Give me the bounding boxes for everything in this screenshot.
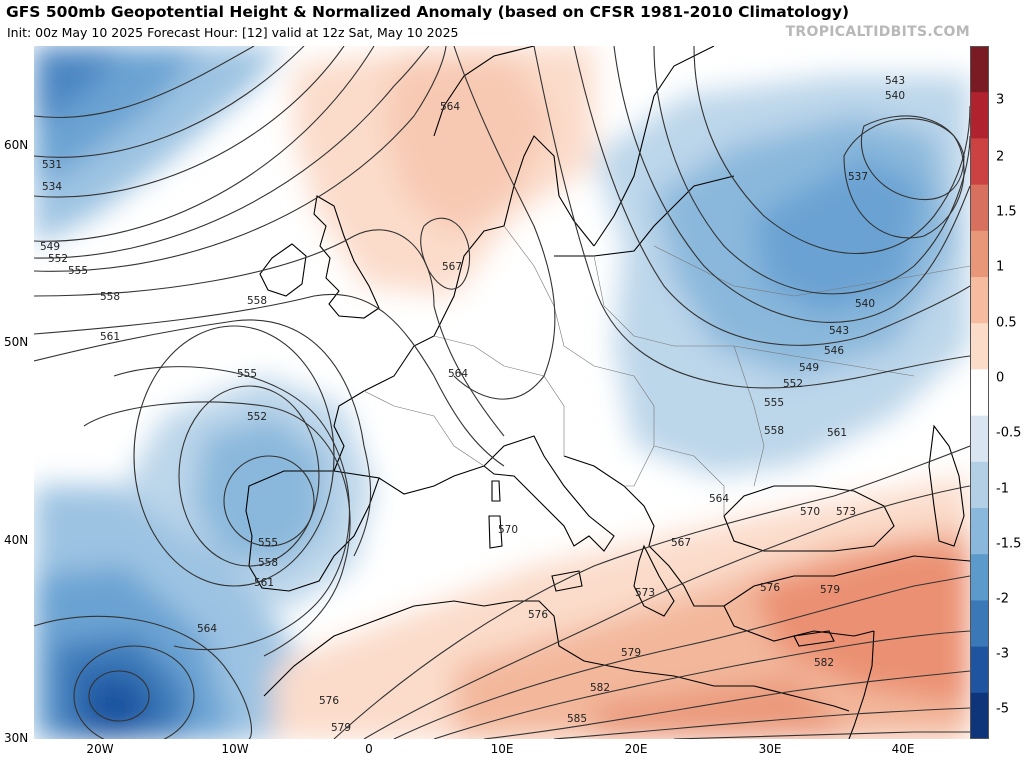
contour-label: 552: [247, 411, 267, 423]
colorbar-segment: [970, 508, 989, 555]
contour-label: 543: [885, 75, 905, 87]
contour-label: 561: [254, 577, 274, 589]
contour-labels: 531 534 549 552 555 558 561 558 555 552 …: [40, 75, 905, 734]
contour-label: 576: [528, 609, 548, 621]
contour-label: 555: [764, 397, 784, 409]
contour-label: 567: [671, 537, 691, 549]
lon-label: 20W: [86, 742, 114, 756]
contour-label: 561: [827, 427, 847, 439]
colorbar-label: 3: [996, 92, 1005, 108]
contour-label: 564: [448, 368, 468, 380]
init-forecast-info: Init: 00z May 10 2025 Forecast Hour: [12…: [7, 25, 459, 40]
contour-label: 564: [440, 101, 460, 113]
contour-label: 534: [42, 181, 62, 193]
colorbar-border: [970, 46, 989, 739]
lon-label: 20E: [624, 742, 648, 756]
height-contours: [34, 46, 970, 739]
colorbar-segment: [970, 323, 989, 370]
contour-label: 564: [197, 623, 217, 635]
lon-label: 0: [365, 742, 373, 756]
contour-label: 570: [498, 524, 518, 536]
contour-label: 555: [68, 265, 88, 277]
contour-label: 582: [814, 657, 834, 669]
contour-label: 582: [590, 682, 610, 694]
colorbar-label: 2: [996, 149, 1005, 165]
colorbar-label: -0.5: [996, 425, 1022, 441]
map-panel: 531 534 549 552 555 558 561 558 555 552 …: [34, 46, 970, 739]
anomaly-shading: [34, 46, 970, 739]
contour-label: 567: [442, 261, 462, 273]
colorbar-segment: [970, 277, 989, 324]
colorbar-segment: [970, 92, 989, 139]
map-title: GFS 500mb Geopotential Height & Normaliz…: [6, 3, 850, 21]
contour-label: 579: [621, 647, 641, 659]
contour-label: 564: [709, 493, 729, 505]
contour-label: 555: [258, 537, 278, 549]
contour-label: 540: [885, 90, 905, 102]
contour-label: 570: [800, 506, 820, 518]
contour-label: 546: [824, 345, 844, 357]
lon-label: 30E: [758, 742, 782, 756]
colorbar-segment: [970, 646, 989, 694]
contour-label: 558: [100, 291, 120, 303]
colorbar-label: -1.5: [996, 536, 1022, 552]
contour-label: 558: [258, 557, 278, 569]
colorbar-segment: [970, 138, 989, 186]
political-borders: [363, 225, 970, 516]
contour-label: 537: [848, 171, 868, 183]
colorbar-segment: [970, 46, 989, 93]
lon-label: 40E: [891, 742, 915, 756]
colorbar-segment: [970, 415, 989, 463]
contour-label: 576: [760, 582, 780, 594]
contour-label: 579: [820, 584, 840, 596]
contour-label: 561: [100, 331, 120, 343]
colorbar-label: 0.5: [996, 315, 1017, 331]
colorbar-label: -1: [996, 481, 1009, 497]
colorbar-segment: [970, 461, 989, 509]
contour-label: 549: [799, 362, 819, 374]
contour-label: 552: [783, 378, 803, 390]
brand-watermark: TROPICALTIDBITS.COM: [785, 24, 970, 40]
anomaly-colorbar: [970, 46, 989, 739]
colorbar-label: 1: [996, 259, 1005, 275]
contour-label: 573: [635, 587, 655, 599]
colorbar-segment: [970, 554, 989, 601]
colorbar-segment: [970, 184, 989, 232]
colorbar-label: -3: [996, 646, 1009, 662]
contour-label: 558: [247, 295, 267, 307]
lon-label: 10W: [221, 742, 249, 756]
lat-label: 50N: [4, 335, 29, 349]
contour-label: 579: [331, 722, 351, 734]
colorbar-segment: [970, 600, 989, 648]
contour-label: 552: [48, 253, 68, 265]
colorbar-label: 1.5: [996, 204, 1017, 220]
colorbar-label: -2: [996, 591, 1009, 607]
coastlines: [245, 46, 970, 739]
lat-label: 60N: [4, 138, 29, 152]
anomaly-map: 531 534 549 552 555 558 561 558 555 552 …: [34, 46, 970, 739]
lat-label: 40N: [4, 533, 29, 547]
contour-label: 540: [855, 298, 875, 310]
colorbar-segment: [970, 230, 989, 278]
colorbar-segment: [970, 369, 989, 417]
contour-label: 558: [764, 425, 784, 437]
colorbar-label: 0: [996, 370, 1005, 386]
contour-label: 543: [829, 325, 849, 337]
colorbar-label: -5: [996, 701, 1009, 717]
lat-label: 30N: [4, 731, 29, 745]
contour-label: 573: [836, 506, 856, 518]
contour-label: 585: [567, 713, 587, 725]
contour-label: 576: [319, 695, 339, 707]
contour-label: 555: [237, 368, 257, 380]
contour-label: 549: [40, 241, 60, 253]
lon-label: 10E: [490, 742, 514, 756]
colorbar-segment: [970, 692, 989, 739]
contour-label: 531: [42, 159, 62, 171]
